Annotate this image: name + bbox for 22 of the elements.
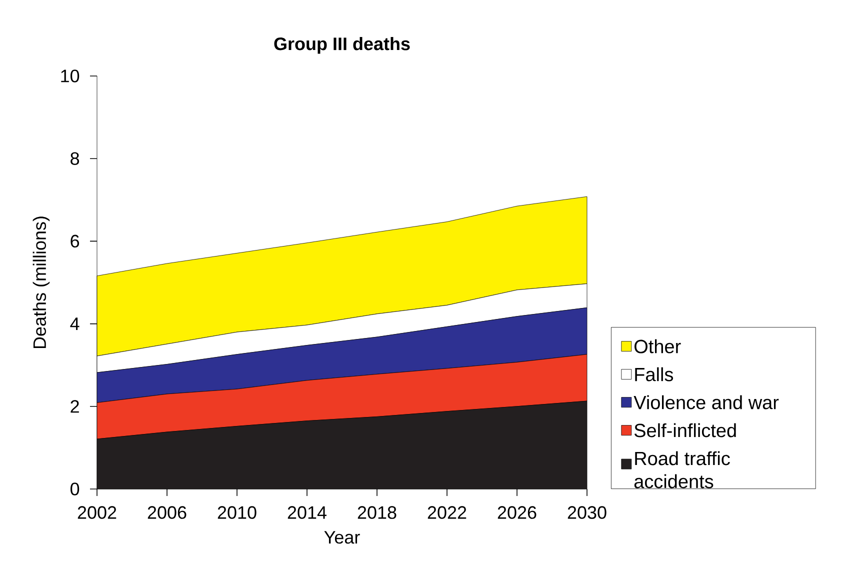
y-tick-label: 0 [70, 482, 80, 496]
x-tick-label: 2014 [288, 506, 326, 519]
legend-label: Falls [635, 367, 674, 382]
x-axis-title: Year [324, 531, 360, 544]
legend-label: Violence and war [634, 395, 779, 410]
legend-label: Self-inflicted [634, 423, 736, 438]
x-tick-label: 2002 [78, 506, 116, 519]
x-tick-label: 2030 [568, 506, 606, 519]
x-tick-label: 2010 [218, 506, 256, 519]
y-tick-label: 2 [70, 400, 79, 413]
legend-label: Other [634, 339, 681, 354]
x-tick-label: 2022 [428, 506, 466, 519]
legend-label: Road traffic accidents [634, 451, 730, 488]
y-tick-label: 4 [70, 318, 80, 330]
y-tick-label: 8 [70, 152, 80, 165]
y-tick-label: 6 [70, 234, 80, 248]
y-tick-label: 10 [61, 70, 80, 82]
chart-title: Group III deaths [274, 37, 410, 54]
x-tick-label: 2018 [358, 506, 396, 519]
x-tick-label: 2006 [148, 506, 186, 519]
y-axis-title: Deaths (millions) [32, 216, 50, 348]
x-tick-label: 2026 [498, 506, 536, 519]
